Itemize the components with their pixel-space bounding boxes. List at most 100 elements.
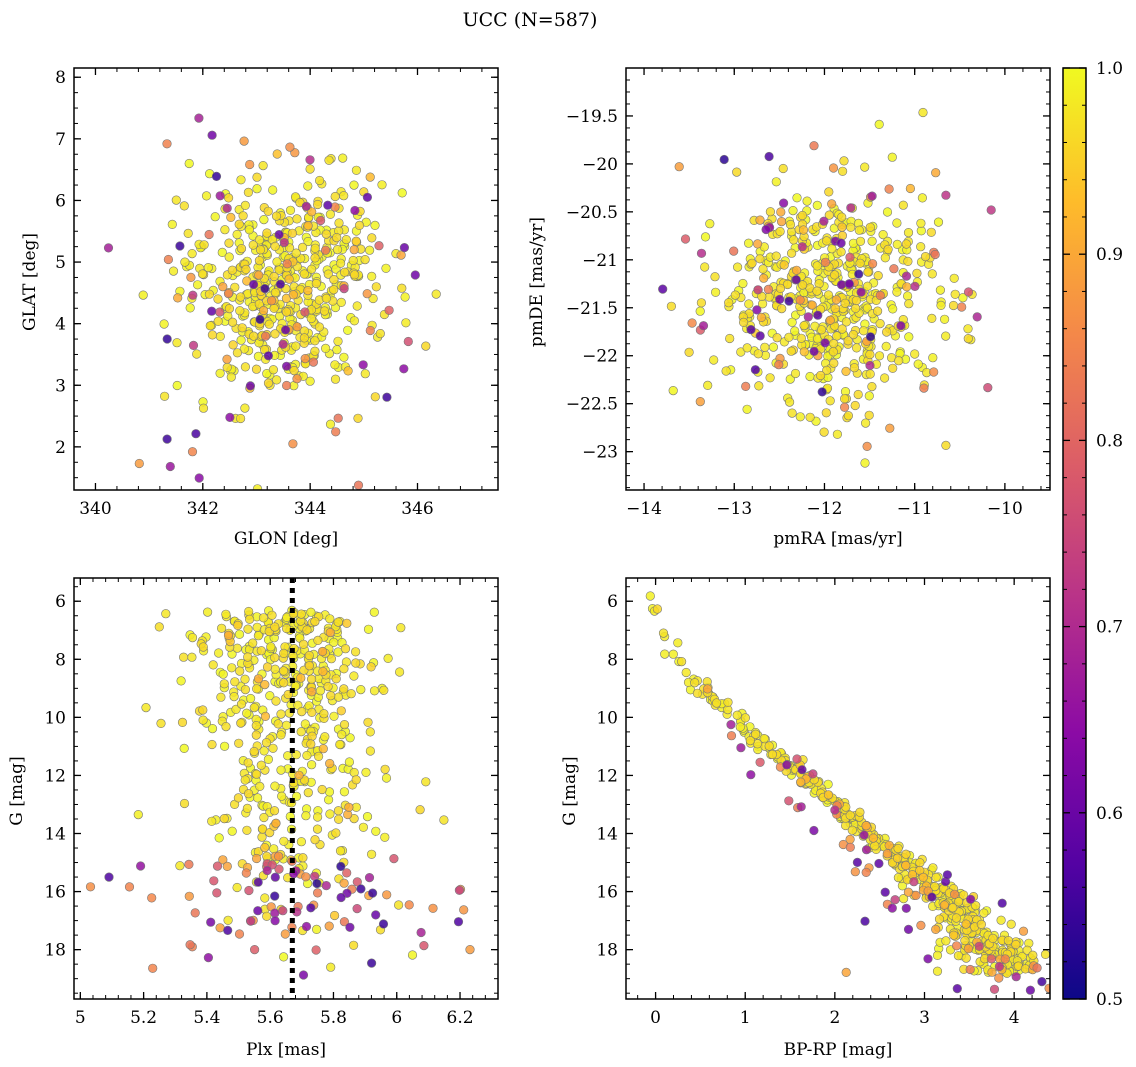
data-point (951, 913, 962, 923)
data-point (346, 689, 356, 699)
data-point (245, 159, 255, 170)
data-point (799, 347, 809, 357)
data-point (133, 809, 143, 820)
data-point (965, 964, 975, 975)
y-tick-label: 12 (44, 766, 66, 786)
data-point (365, 172, 375, 182)
data-point (274, 851, 284, 861)
data-point (339, 191, 349, 201)
data-point (191, 429, 201, 439)
data-point (292, 322, 302, 332)
data-point (986, 954, 997, 964)
data-point (334, 814, 344, 824)
data-point (1044, 983, 1050, 993)
data-point (710, 287, 721, 297)
data-point (778, 198, 789, 208)
data-point (275, 279, 286, 289)
data-point (796, 777, 806, 787)
data-point (779, 260, 789, 270)
data-point (950, 289, 960, 299)
data-point (352, 903, 362, 914)
data-point (860, 162, 870, 172)
data-point (459, 905, 469, 915)
data-point (767, 749, 778, 760)
data-point (369, 607, 379, 617)
data-point (222, 203, 232, 213)
data-point (819, 216, 829, 226)
data-point (306, 739, 316, 749)
data-point (323, 269, 333, 279)
data-point (942, 870, 953, 880)
data-point (674, 162, 684, 172)
y-tick-label: −21.5 (566, 299, 618, 319)
data-point (207, 739, 217, 750)
data-point (736, 743, 746, 753)
data-point (369, 686, 380, 696)
data-point (860, 418, 871, 428)
data-point (407, 950, 418, 960)
data-point (896, 321, 906, 331)
data-point (262, 911, 272, 921)
data-point (207, 306, 217, 316)
data-point (986, 205, 996, 215)
data-point (732, 262, 743, 272)
data-point (246, 916, 256, 926)
data-point (802, 196, 812, 206)
data-point (536, 968, 545, 977)
data-point (1011, 972, 1021, 982)
data-point (994, 961, 1005, 972)
data-point (298, 639, 309, 649)
data-point (249, 746, 259, 757)
data-point (203, 607, 213, 617)
data-point (887, 903, 897, 913)
data-point (226, 372, 236, 382)
data-point (754, 381, 764, 391)
data-point (321, 293, 332, 304)
data-point (827, 244, 837, 254)
x-tick-label: 6 (391, 1008, 402, 1028)
y-tick-label: −21 (582, 251, 618, 271)
data-point (303, 236, 313, 247)
data-point (221, 721, 231, 732)
data-point (788, 235, 799, 245)
y-tick-label: −22 (582, 347, 618, 367)
data-point (204, 229, 214, 240)
data-point (680, 234, 691, 244)
data-point (893, 872, 904, 883)
data-point (219, 813, 229, 824)
data-point (222, 354, 232, 364)
data-point (236, 244, 247, 254)
data-point (889, 264, 899, 274)
data-point (867, 236, 877, 246)
colorbar-gradient (1062, 67, 1087, 1000)
data-point (252, 172, 262, 182)
data-point (252, 684, 262, 694)
data-point (304, 650, 314, 661)
data-point (306, 903, 316, 913)
data-point (162, 434, 172, 444)
x-tick-label: −11 (897, 499, 933, 519)
y-tick-label: 16 (596, 883, 618, 903)
data-point (771, 251, 781, 261)
data-point (226, 212, 236, 222)
data-point (397, 188, 407, 198)
data-point (271, 211, 282, 221)
data-point (932, 966, 943, 976)
data-point (326, 654, 337, 664)
data-point (837, 166, 848, 176)
data-point (239, 344, 249, 354)
data-point (208, 660, 218, 670)
data-point (808, 769, 818, 779)
data-point (244, 225, 254, 235)
data-point (918, 872, 928, 883)
colorbar-ticks: 0.5 0.6 0.7 0.8 0.9 1.0 (1063, 59, 1123, 1010)
data-point (240, 775, 250, 785)
data-point (245, 614, 255, 624)
data-point (976, 919, 987, 930)
data-point (255, 781, 265, 792)
data-point (349, 813, 359, 824)
data-point (188, 290, 198, 300)
data-point (330, 910, 340, 921)
data-point (817, 387, 827, 397)
data-point (752, 239, 763, 249)
